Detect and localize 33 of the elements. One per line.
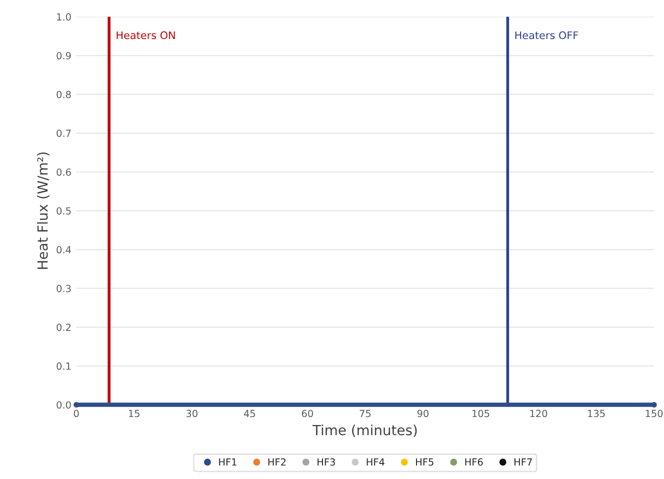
y-tick-label: 0.7: [56, 130, 71, 137]
y-tick-label: 0.0: [56, 401, 71, 409]
y-tick-label: 1.0: [57, 13, 71, 21]
x-tick-label: 60: [302, 410, 313, 418]
x-tick-label: 90: [417, 410, 429, 418]
y-tick-label: 0.8: [56, 90, 71, 98]
legend-label: HF6: [465, 458, 483, 466]
legend-label: HF2: [268, 458, 286, 466]
y-tick-label: 0.6: [56, 168, 71, 176]
legend-label: HF5: [416, 458, 434, 466]
y-tick-label: 0.1: [56, 362, 71, 370]
y-tick-label: 0.9: [56, 52, 71, 60]
legend-label: HF1: [219, 458, 236, 466]
x-tick-label: 0: [74, 410, 79, 418]
x-tick-label: 45: [244, 410, 255, 418]
y-axis-title: Heat Flux (W/m²): [37, 152, 50, 269]
ref-line-label: Heaters ON: [116, 31, 175, 40]
x-tick-label: 75: [360, 410, 371, 418]
ref-line-label: Heaters OFF: [515, 31, 578, 40]
legend-label: HF4: [366, 458, 384, 466]
x-axis-title: Time (minutes): [312, 424, 417, 437]
y-tick-label: 0.5: [56, 207, 71, 215]
x-tick-label: 15: [129, 410, 140, 418]
x-tick-label: 150: [646, 410, 663, 418]
x-tick-label: 120: [530, 410, 548, 418]
legend-label: HF3: [318, 458, 335, 466]
x-tick-label: 105: [472, 410, 490, 418]
x-tick-label: 30: [186, 410, 198, 418]
y-tick-label: 0.3: [56, 284, 71, 292]
legend-label: HF7: [514, 458, 532, 466]
x-tick-label: 135: [588, 410, 605, 418]
y-tick-label: 0.2: [56, 324, 71, 331]
y-tick-label: 0.4: [56, 246, 71, 254]
